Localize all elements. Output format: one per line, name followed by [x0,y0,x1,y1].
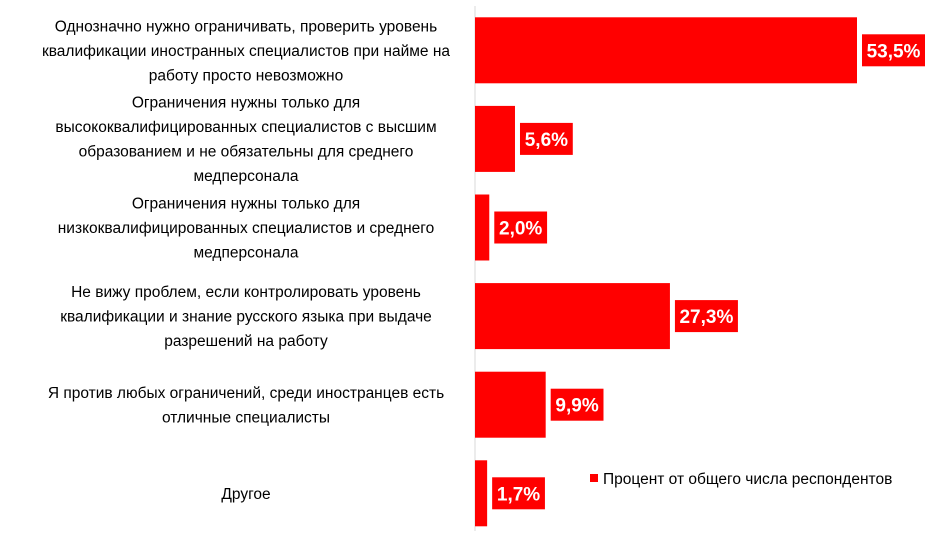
data-label: 9,9% [555,396,598,417]
bar [475,17,857,84]
category-label: Не вижу проблем, если контролировать уро… [60,284,432,350]
category-label-line: Ограничения нужны только для [132,95,360,112]
data-label-box [674,300,738,333]
category-label-line: отличные специалисты [162,409,330,426]
data-label-box [550,388,604,421]
bar [475,194,490,261]
category-label-line: медперсонала [193,245,298,262]
category-label-line: Однозначно нужно ограничивать, проверить… [55,18,437,35]
bar [475,283,670,350]
category-label: Ограничения нужны только для высококвалиф… [55,95,436,185]
data-label: 2,0% [499,219,542,240]
category-label-line: медперсонала [193,168,298,185]
category-label: Однозначно нужно ограничивать, проверить… [42,18,450,84]
category-label-line: Не вижу проблем, если контролировать уро… [71,284,421,301]
category-label-line: образованием и не обязательны для средне… [79,144,414,161]
legend: Процент от общего числа респондентов [590,471,892,488]
bar [475,105,515,172]
category-label: Ограничения нужны только для низкоквалифи… [58,196,434,262]
category-label: Я против любых ограничений, среди иностр… [48,385,444,427]
bars-group: 53,5% Однозначно нужно ограничивать, пров… [42,17,925,527]
bar [475,371,546,438]
data-label: 5,6% [525,130,568,151]
data-label: 1,7% [497,484,540,505]
category-label-line: низкоквалифицированных специалистов и ср… [58,220,434,237]
bar [475,460,488,527]
category-label-line: разрешений на работу [164,333,328,350]
category-label-line: квалификации иностранных специалистов пр… [42,43,450,60]
legend-label: Процент от общего числа респондентов [603,471,892,488]
data-label-box [519,122,573,155]
data-label-box [862,34,925,67]
category-label: Другое [221,486,270,503]
category-label-line: квалификации и знание русского языка при… [60,309,432,326]
category-label-line: Я против любых ограничений, среди иностр… [48,385,444,402]
data-label: 27,3% [679,307,733,328]
data-label: 53,5% [867,41,921,62]
data-label-box [492,477,545,510]
category-label-line: Другое [221,486,270,503]
legend-swatch [590,474,598,482]
category-label-line: работу просто невозможно [149,67,343,84]
data-label-box [494,211,548,244]
category-label-line: Ограничения нужны только для [132,196,360,213]
category-label-line: высококвалифицированных специалистов с в… [55,119,436,136]
